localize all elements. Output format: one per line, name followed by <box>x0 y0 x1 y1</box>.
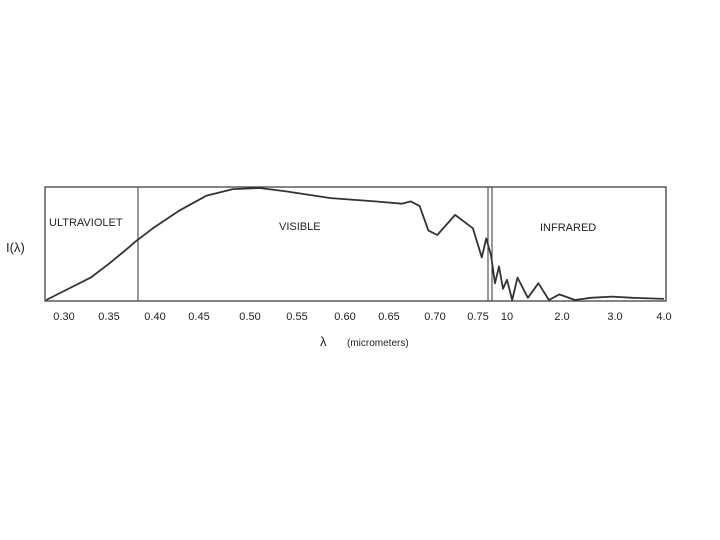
x-tick-label: 0.60 <box>334 311 355 323</box>
region-label-visible: VISIBLE <box>279 221 321 233</box>
x-tick-labels: 0.30 0.35 0.40 0.45 0.50 0.55 0.60 0.65 0.70 0.75… <box>53 311 671 323</box>
x-tick-label: 10 <box>501 311 513 323</box>
x-tick-label: 0.65 <box>378 311 399 323</box>
region-label-infrared: INFRARED <box>540 222 596 234</box>
x-tick-label: 0.75 <box>467 311 488 323</box>
x-tick-label: 0.70 <box>424 311 445 323</box>
x-axis-label-symbol: λ <box>320 334 327 349</box>
x-tick-label: 3.0 <box>607 311 622 323</box>
x-axis-label-units: (micrometers) <box>347 338 409 349</box>
plot-frame <box>44 186 667 302</box>
x-tick-label: 4.0 <box>656 311 671 323</box>
x-tick-label: 0.35 <box>98 311 119 323</box>
intensity-curve <box>45 187 665 301</box>
x-tick-label: 0.40 <box>144 311 165 323</box>
x-tick-label: 0.30 <box>53 311 74 323</box>
region-label-ultraviolet: ULTRAVIOLET <box>49 217 123 229</box>
x-tick-label: 2.0 <box>554 311 569 323</box>
y-axis-label: I(λ) <box>6 240 25 255</box>
x-tick-label: 0.50 <box>239 311 260 323</box>
x-tick-label: 0.55 <box>286 311 307 323</box>
x-tick-label: 0.45 <box>188 311 209 323</box>
